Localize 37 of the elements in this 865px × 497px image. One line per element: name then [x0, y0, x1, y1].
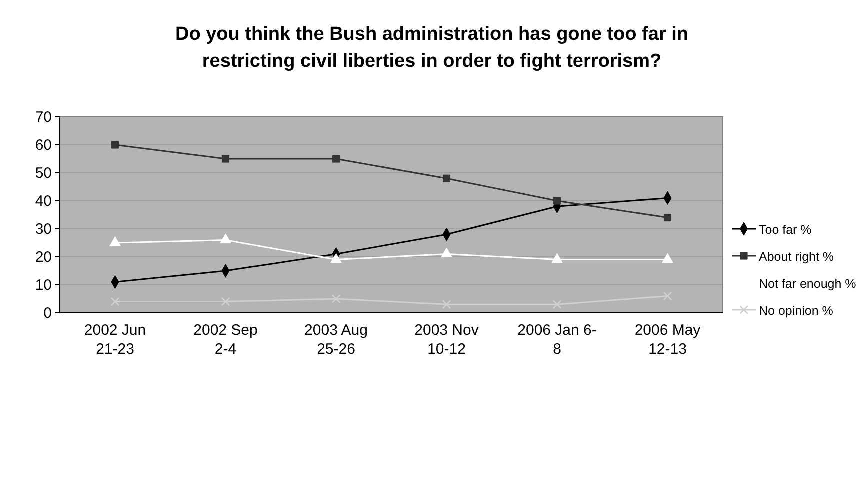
legend-label: About right % [759, 250, 834, 264]
y-tick-label: 10 [35, 276, 52, 294]
point [110, 297, 120, 306]
point [552, 300, 562, 310]
x-tick-label: 2003 Aug 25-26 [304, 322, 368, 358]
point [332, 294, 341, 304]
y-tick-label: 50 [35, 164, 52, 182]
point [552, 253, 563, 264]
text: Not far enough % [759, 277, 856, 291]
y-tick-label: 40 [35, 192, 52, 210]
y-tick-label: 30 [35, 220, 52, 238]
legend-label: No opinion % [759, 304, 834, 318]
x-tick-label: 2006 Jan 6- 8 [518, 322, 597, 358]
y-tick-label: 60 [35, 136, 52, 154]
point [221, 297, 230, 306]
x-tick-label: 2003 Nov 10-12 [414, 322, 480, 358]
point [441, 248, 452, 258]
point [442, 300, 452, 310]
x-tick-label: 2006 May 12-13 [634, 322, 702, 358]
point [332, 155, 340, 163]
legend-label: Too far % [759, 223, 812, 237]
x-tick-label: 2002 Sep 2-4 [194, 322, 258, 358]
x-tick-label: 2002 Jun 21-23 [84, 322, 146, 358]
point [220, 234, 232, 244]
y-tick-label: 0 [44, 304, 52, 322]
point [222, 155, 230, 163]
y-tick-label: 20 [35, 248, 52, 266]
point [662, 253, 674, 264]
point [442, 174, 451, 182]
point [664, 214, 672, 222]
point [330, 253, 342, 264]
y-tick-label: 70 [35, 108, 52, 126]
point [111, 141, 120, 149]
point [663, 292, 672, 301]
chart-title: Do you think the Bush administration has gone too far in restricting civil liberties in order to fight terrorism? [175, 24, 689, 72]
point [110, 236, 121, 246]
point [553, 197, 562, 205]
